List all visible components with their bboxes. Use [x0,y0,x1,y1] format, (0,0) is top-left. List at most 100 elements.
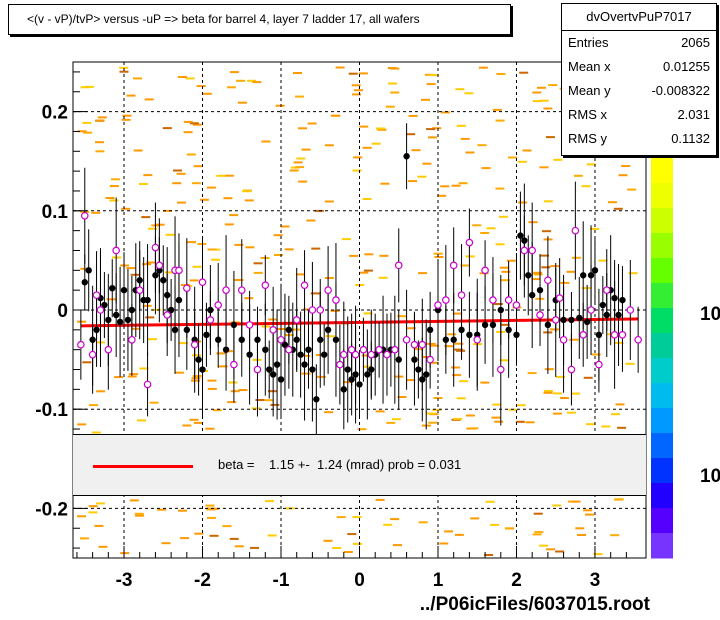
background-cell [615,403,625,406]
background-cell [361,354,371,357]
data-point-open [449,261,458,270]
data-point-open [634,335,642,344]
data-point-filled [305,346,312,353]
background-cell [261,140,271,143]
data-point-open [112,246,120,255]
background-cell [527,372,537,375]
data-point-open [96,306,105,314]
background-cell [265,500,274,503]
stats-row: RMS x 2.031 [562,103,716,127]
background-cell [385,105,395,108]
background-cell [358,72,368,75]
background-cell [539,99,549,102]
background-cell [121,207,131,210]
palette-swatch [651,233,673,259]
background-cell [429,344,439,347]
data-point-open [375,345,383,354]
data-point-open [555,294,564,302]
background-cell [434,256,444,258]
data-point-filled [426,326,434,334]
background-cell [264,399,274,402]
background-cell [537,86,546,89]
data-point-open [261,281,270,290]
background-cell [525,421,535,424]
palette-label: 10 [700,304,720,325]
background-cell [247,79,257,82]
palette-swatch [651,308,673,334]
background-cell [421,98,430,101]
background-cell [406,133,416,136]
x-tick-label: 1 [433,570,444,591]
data-point-filled [466,331,473,338]
background-cell [245,246,255,249]
data-point-filled [580,272,587,279]
background-cell [408,180,417,183]
palette-swatch [651,533,673,559]
data-point-filled [415,366,422,373]
background-cell [148,338,157,341]
background-cell [426,83,436,86]
background-cell [196,85,206,88]
background-cell [183,120,193,123]
data-point-filled [423,371,430,378]
background-cell [627,188,637,191]
background-cell [522,149,532,152]
background-cell [91,431,101,434]
background-cell [621,165,631,167]
background-cell [244,199,254,202]
stats-key: RMS x [568,107,607,122]
background-cell [353,542,363,545]
background-cell [193,165,203,168]
background-cell [324,144,334,147]
background-cell [95,119,105,122]
background-cell [331,114,341,117]
data-point-filled [171,326,179,334]
data-point-open [496,365,505,374]
background-cell [268,390,277,393]
background-cell [126,267,136,270]
background-cell [451,184,461,187]
data-point-open [426,355,434,364]
background-cell [121,118,131,121]
data-point-open [308,306,317,314]
data-point-filled [525,272,532,279]
background-cell [298,127,307,130]
background-cell [472,224,482,227]
background-cell [134,512,144,515]
background-cell [234,243,244,246]
data-point-open [190,340,199,349]
background-cell [543,390,553,392]
background-cell [192,265,202,268]
background-cell [591,353,601,356]
background-cell [119,66,129,69]
data-point-open [230,360,238,369]
data-points [77,123,642,435]
background-cell [454,533,464,536]
background-cell [133,77,142,80]
background-cell [183,131,193,134]
background-cell [228,381,238,384]
background-cell [354,89,363,92]
background-cell [460,137,470,140]
background-cell [267,534,277,537]
background-cell [186,153,196,156]
background-cell [88,505,98,508]
data-point-open [163,311,171,319]
data-point-filled [356,381,363,388]
background-cell [149,401,159,404]
background-cell [452,374,462,377]
data-point-filled [450,336,457,343]
background-cell [498,215,508,218]
background-cell [270,403,280,406]
data-point-filled [517,232,524,239]
data-point-open [88,350,97,359]
background-cell [499,359,509,362]
background-cell [515,420,525,423]
data-point-open [277,335,285,344]
background-cell [359,271,369,274]
background-cell [323,539,333,542]
palette-swatch [651,283,673,309]
data-point-open [143,380,152,389]
background-cell [82,361,92,364]
background-cell [330,309,340,312]
